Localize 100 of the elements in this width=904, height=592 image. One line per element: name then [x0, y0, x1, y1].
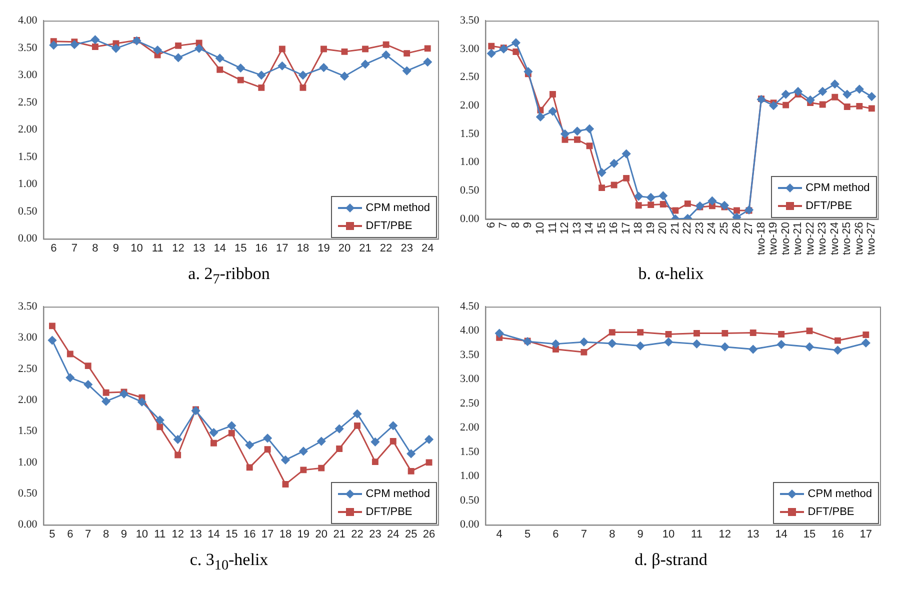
y-tick-label: 2.50	[460, 71, 480, 84]
y-tick-label: 2.50	[18, 362, 38, 375]
x-tick-label: 22	[351, 528, 364, 540]
y-tick-label: 1.50	[460, 446, 480, 458]
x-tick-label: 25	[404, 528, 418, 540]
x-tick-label: 13	[746, 528, 760, 540]
y-tick-label: 3.50	[460, 14, 480, 26]
x-tick-label: 5	[49, 528, 56, 540]
y-tick-label: 3.50	[460, 348, 480, 361]
legend-label: CPM method	[366, 486, 430, 502]
x-tick-label: 11	[154, 528, 166, 540]
x-tick-label: 8	[510, 222, 522, 228]
x-tick-label: 16	[243, 528, 256, 540]
x-tick-label: 13	[190, 528, 202, 540]
x-tick-label: 17	[261, 528, 274, 540]
x-tick-label: 9	[522, 222, 534, 228]
text: c. 3$_{10}$-helix	[188, 550, 270, 574]
x-tick-label: 22	[380, 242, 392, 254]
x-tick-label: 9	[120, 528, 128, 540]
y-tick-label: 1.00	[18, 178, 38, 190]
y-tick-label: 2.50	[18, 96, 38, 108]
x-tick-label: 12	[559, 222, 572, 234]
y-tick-label: 1.00	[460, 470, 480, 482]
y-tick-label: 1.50	[460, 128, 480, 140]
x-tick-label: 9	[637, 528, 644, 540]
x-tick-label: 15	[803, 528, 816, 540]
x-tick-label: 11	[152, 242, 164, 254]
y-tick-label: 0.00	[460, 518, 480, 531]
x-tick-label: 4	[496, 528, 502, 540]
y-tick-label: 0.00	[18, 518, 38, 531]
x-tick-label: 6	[67, 528, 74, 540]
x-tick-label: 20	[315, 528, 328, 540]
x-tick-label: 19	[318, 242, 330, 254]
x-tick-label: 10	[136, 528, 148, 540]
x-tick-label: 6	[485, 222, 498, 228]
y-tick-label: 0.50	[460, 494, 480, 506]
y-tick-label: 2.00	[18, 124, 38, 136]
x-tick-label: 17	[276, 242, 288, 254]
x-tick-label: 20	[338, 242, 351, 254]
x-tick-label: two-20	[780, 222, 792, 256]
y-tick-label: 4.00	[18, 14, 38, 26]
x-tick-label: 8	[102, 528, 110, 540]
x-tick-label: two-26	[853, 222, 866, 256]
x-tick-label: 16	[255, 242, 268, 254]
x-tick-label: 6	[552, 528, 559, 540]
x-tick-label: 15	[234, 242, 247, 254]
x-tick-label: 8	[609, 528, 616, 540]
x-tick-label: 13	[571, 222, 584, 234]
y-tick-label: 4.50	[460, 300, 480, 312]
y-tick-label: 1.50	[18, 150, 38, 163]
x-tick-label: 12	[172, 242, 184, 254]
x-tick-label: 7	[498, 222, 510, 228]
x-tick-label: 20	[657, 222, 670, 234]
x-tick-label: 12	[718, 528, 732, 540]
y-tick-label: 3.00	[18, 69, 38, 82]
y-tick-label: 3.00	[460, 42, 480, 55]
x-tick-label: 25	[718, 222, 730, 234]
y-tick-label: 3.50	[18, 300, 38, 312]
x-tick-label: two-27	[866, 222, 878, 256]
x-tick-label: two-24	[828, 222, 841, 256]
y-tick-label: 0.00	[18, 232, 38, 245]
y-tick-label: 1.00	[460, 156, 480, 168]
x-tick-label: 16	[832, 528, 844, 540]
x-tick-label: 15	[226, 528, 238, 540]
x-tick-label: 14	[208, 528, 220, 540]
legend-label: CPM method	[806, 180, 870, 196]
x-tick-label: two-25	[841, 222, 854, 256]
x-tick-label: 21	[669, 222, 682, 234]
legend-label: DFT/PBE	[366, 218, 412, 234]
x-tick-label: 8	[92, 242, 98, 254]
x-tick-label: 9	[112, 242, 120, 254]
y-tick-label: 1.00	[18, 456, 38, 468]
y-tick-label: 2.00	[460, 422, 480, 434]
x-tick-label: 27	[743, 222, 756, 234]
x-tick-label: 18	[632, 222, 645, 234]
x-tick-label: 5	[524, 528, 531, 540]
x-tick-label: 19	[297, 528, 310, 540]
x-tick-label: two-22	[804, 222, 816, 256]
y-tick-label: 2.50	[460, 397, 480, 410]
legend-label: DFT/PBE	[366, 504, 412, 520]
x-tick-label: 24	[421, 242, 434, 254]
y-tick-label: 3.00	[460, 373, 480, 386]
x-tick-label: 21	[333, 528, 346, 540]
x-tick-label: two-23	[816, 222, 829, 256]
x-tick-label: 23	[400, 242, 413, 254]
x-tick-label: 10	[662, 528, 675, 540]
x-tick-label: 23	[369, 528, 382, 540]
y-tick-label: 2.00	[460, 100, 480, 112]
legend-label: DFT/PBE	[808, 504, 854, 520]
y-tick-label: 0.50	[18, 488, 38, 500]
text: b. α-helix	[637, 264, 705, 284]
y-tick-label: 0.50	[460, 184, 480, 197]
legend-label: CPM method	[808, 486, 872, 502]
y-tick-label: 4.00	[460, 324, 480, 337]
x-tick-label: 26	[422, 528, 436, 540]
x-tick-label: two-18	[755, 222, 768, 256]
x-tick-label: 11	[691, 528, 702, 540]
x-tick-label: 13	[192, 242, 206, 254]
x-tick-label: 7	[71, 242, 78, 254]
y-tick-label: 3.50	[18, 42, 38, 54]
